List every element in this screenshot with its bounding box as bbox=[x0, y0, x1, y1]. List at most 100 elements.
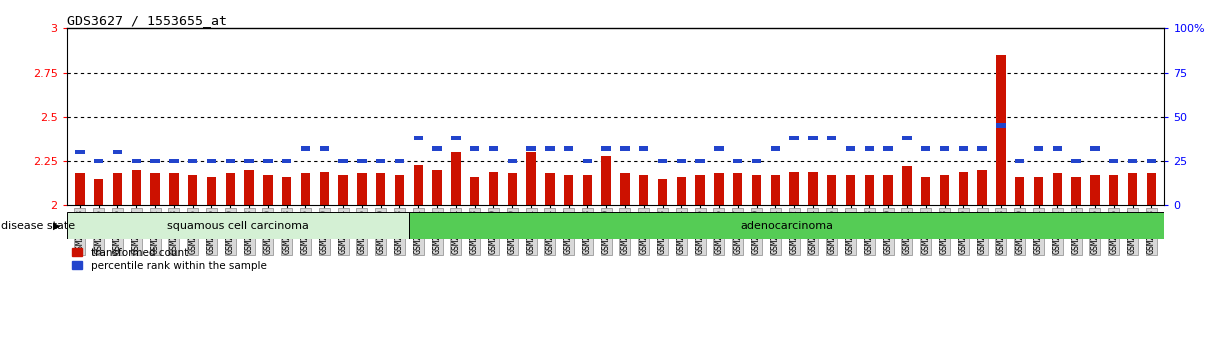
Bar bbox=[695, 175, 705, 205]
Bar bbox=[545, 147, 554, 151]
Bar bbox=[414, 165, 423, 205]
Bar bbox=[131, 170, 141, 205]
Bar bbox=[432, 147, 442, 151]
Bar bbox=[564, 147, 574, 151]
Bar bbox=[714, 147, 724, 151]
Bar bbox=[620, 147, 630, 151]
Bar bbox=[263, 159, 273, 163]
Bar bbox=[883, 147, 893, 151]
Bar bbox=[150, 159, 160, 163]
Bar bbox=[226, 159, 235, 163]
Bar bbox=[996, 55, 1006, 205]
Bar bbox=[958, 172, 968, 205]
Bar bbox=[677, 159, 687, 163]
Bar bbox=[507, 159, 517, 163]
Bar bbox=[1090, 175, 1100, 205]
Bar bbox=[131, 159, 141, 163]
Bar bbox=[1146, 159, 1156, 163]
Bar bbox=[319, 172, 329, 205]
Bar bbox=[790, 172, 799, 205]
Bar bbox=[883, 175, 893, 205]
Bar bbox=[902, 136, 912, 140]
Bar bbox=[996, 124, 1006, 128]
Bar bbox=[582, 175, 592, 205]
Bar bbox=[301, 147, 311, 151]
Bar bbox=[827, 136, 837, 140]
Bar bbox=[319, 147, 329, 151]
Bar bbox=[75, 173, 85, 205]
Bar bbox=[507, 173, 517, 205]
Bar bbox=[602, 156, 611, 205]
Text: GDS3627 / 1553655_at: GDS3627 / 1553655_at bbox=[67, 14, 227, 27]
Bar bbox=[206, 159, 216, 163]
Bar bbox=[1146, 173, 1156, 205]
Bar bbox=[526, 147, 536, 151]
Bar bbox=[263, 175, 273, 205]
Bar bbox=[1015, 159, 1025, 163]
Bar bbox=[1090, 147, 1100, 151]
Bar bbox=[845, 175, 855, 205]
Bar bbox=[1071, 177, 1081, 205]
Bar bbox=[978, 170, 987, 205]
Bar bbox=[902, 166, 912, 205]
Bar bbox=[865, 175, 875, 205]
Bar bbox=[113, 150, 123, 154]
Bar bbox=[338, 159, 348, 163]
Bar bbox=[169, 173, 178, 205]
Bar bbox=[113, 173, 123, 205]
Bar bbox=[469, 177, 479, 205]
Bar bbox=[281, 177, 291, 205]
Bar bbox=[281, 159, 291, 163]
Bar bbox=[1071, 159, 1081, 163]
Bar bbox=[639, 175, 649, 205]
Bar bbox=[451, 136, 461, 140]
Text: adenocarcinoma: adenocarcinoma bbox=[740, 221, 833, 231]
Bar bbox=[75, 150, 85, 154]
Bar bbox=[1033, 177, 1043, 205]
Bar bbox=[469, 147, 479, 151]
Bar bbox=[188, 175, 198, 205]
Bar bbox=[978, 147, 987, 151]
Bar bbox=[752, 175, 762, 205]
Bar bbox=[394, 159, 404, 163]
Bar bbox=[432, 170, 442, 205]
Bar bbox=[808, 172, 818, 205]
Bar bbox=[1128, 159, 1138, 163]
Bar bbox=[489, 147, 499, 151]
Bar bbox=[752, 159, 762, 163]
Bar bbox=[394, 175, 404, 205]
Bar bbox=[409, 212, 1164, 239]
Bar bbox=[188, 159, 198, 163]
Bar bbox=[770, 175, 780, 205]
Bar bbox=[1109, 175, 1118, 205]
Bar bbox=[657, 159, 667, 163]
Bar bbox=[733, 173, 742, 205]
Bar bbox=[451, 152, 461, 205]
Bar bbox=[602, 147, 611, 151]
Bar bbox=[921, 177, 930, 205]
Bar bbox=[958, 147, 968, 151]
Bar bbox=[1015, 177, 1025, 205]
Bar bbox=[206, 177, 216, 205]
Bar bbox=[620, 173, 630, 205]
Bar bbox=[1109, 159, 1118, 163]
Bar bbox=[677, 177, 687, 205]
Bar bbox=[93, 179, 103, 205]
Bar bbox=[1053, 147, 1063, 151]
Bar bbox=[940, 147, 950, 151]
Bar bbox=[1033, 147, 1043, 151]
Bar bbox=[244, 170, 254, 205]
Bar bbox=[526, 152, 536, 205]
Bar bbox=[564, 175, 574, 205]
Bar bbox=[845, 147, 855, 151]
Bar bbox=[489, 172, 499, 205]
Bar bbox=[770, 147, 780, 151]
Bar bbox=[338, 175, 348, 205]
Bar bbox=[301, 173, 311, 205]
Bar bbox=[226, 173, 235, 205]
Bar bbox=[695, 159, 705, 163]
Bar bbox=[921, 147, 930, 151]
Bar bbox=[733, 159, 742, 163]
Bar bbox=[150, 173, 160, 205]
Bar bbox=[639, 147, 649, 151]
